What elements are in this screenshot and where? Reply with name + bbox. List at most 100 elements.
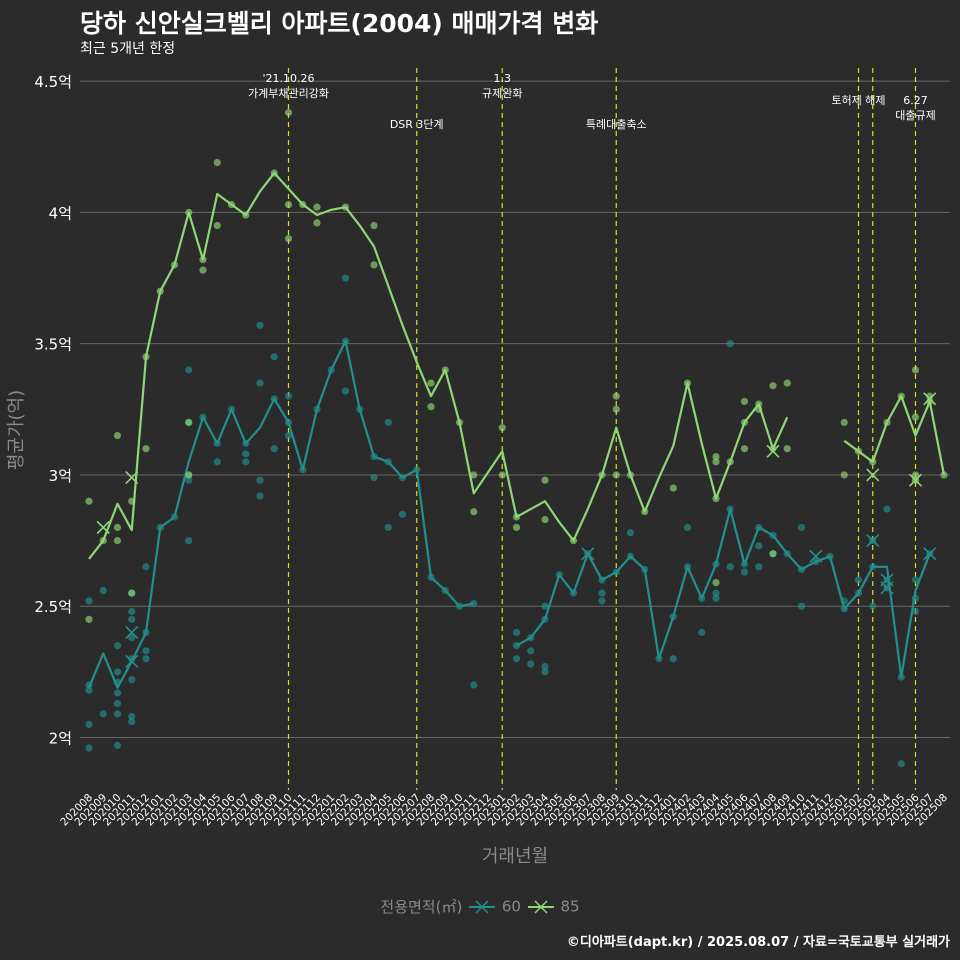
transaction-point-85: [740, 445, 749, 453]
transaction-point-60: [256, 492, 264, 500]
transaction-point-60: [113, 668, 122, 676]
transaction-point-85: [769, 382, 777, 390]
transaction-point-60: [869, 602, 877, 610]
cancelled-marker-60: [125, 654, 139, 668]
transaction-point-60: [128, 676, 136, 684]
transaction-point-60: [598, 589, 606, 597]
transaction-point-85: [284, 200, 293, 209]
transaction-point-60: [128, 615, 136, 623]
transaction-point-60: [854, 576, 863, 584]
transaction-point-85: [213, 158, 221, 167]
transaction-point-85: [313, 203, 321, 211]
transaction-point-85: [85, 615, 93, 623]
transaction-point-60: [512, 628, 521, 637]
cancelled-marker-85: [766, 444, 780, 458]
transaction-point-60: [698, 628, 706, 637]
transaction-point-60: [683, 523, 692, 532]
transaction-point-60: [113, 642, 122, 650]
transaction-point-60: [712, 589, 720, 597]
transaction-point-60: [113, 689, 122, 697]
transaction-point-60: [256, 476, 264, 484]
transaction-point-60: [512, 655, 521, 663]
transaction-point-60: [284, 392, 293, 400]
chart-title: 당하 신안실크벨리 아파트(2004) 매매가격 변화: [80, 9, 599, 38]
legend: 전용면적(㎡) 60 85: [0, 896, 960, 917]
transaction-point-60: [384, 418, 392, 427]
transaction-point-85: [911, 471, 920, 479]
transaction-point-60: [755, 563, 763, 571]
source-caption: ©디아파트(dapt.kr) / 2025.08.07 / 자료=국토교통부 실…: [566, 935, 950, 950]
event-label: '21.10.26 가계부채관리강화: [248, 72, 329, 100]
transaction-point-60: [270, 353, 278, 361]
cancelled-marker-60: [581, 547, 595, 561]
series-line-85: [88, 171, 789, 560]
event-label: 1.3 규제완화: [482, 72, 522, 100]
transaction-point-60: [541, 663, 549, 671]
series-line-60: [87, 339, 474, 689]
chart-subtitle: 최근 5개년 한정: [80, 41, 176, 57]
transaction-point-60: [128, 718, 136, 726]
transaction-point-85: [512, 523, 521, 532]
transaction-point-60: [797, 602, 806, 610]
legend-key-85: [527, 899, 554, 914]
transaction-point-85: [313, 219, 321, 227]
transaction-point-85: [427, 379, 435, 387]
legend-key-60: [469, 899, 496, 914]
transaction-point-60: [541, 602, 549, 610]
transaction-point-85: [185, 418, 193, 427]
y-tick-label: 2.5억: [34, 598, 72, 616]
legend-title: 전용면적(㎡): [380, 898, 463, 916]
event-label: DSR 3단계: [390, 118, 444, 131]
transaction-point-60: [726, 563, 734, 571]
transaction-point-60: [626, 529, 635, 537]
transaction-point-85: [427, 403, 435, 411]
transaction-point-85: [113, 431, 122, 440]
transaction-point-60: [185, 366, 193, 374]
transaction-point-60: [897, 760, 905, 768]
transaction-point-85: [712, 458, 720, 466]
transaction-point-60: [85, 597, 93, 605]
y-axis-title: 평균가(억): [6, 390, 27, 470]
cancelled-marker-85: [125, 471, 139, 485]
transaction-point-85: [911, 366, 920, 374]
series-line-85: [843, 395, 946, 476]
y-tick-label: 4.5억: [34, 73, 72, 91]
transaction-point-60: [398, 510, 407, 518]
transaction-point-85: [712, 452, 720, 461]
transaction-point-60: [85, 720, 93, 728]
transaction-point-60: [883, 505, 891, 513]
transaction-point-60: [185, 536, 193, 545]
transaction-point-60: [142, 563, 150, 571]
transaction-point-85: [783, 379, 791, 387]
transaction-point-85: [470, 508, 478, 516]
transaction-point-60: [669, 655, 677, 663]
transaction-point-60: [384, 523, 392, 532]
transaction-point-60: [341, 274, 350, 282]
transaction-point-85: [612, 392, 620, 400]
transaction-point-60: [256, 321, 264, 329]
transaction-point-60: [911, 607, 920, 616]
cancelled-marker-60: [809, 549, 823, 563]
transaction-point-85: [498, 424, 506, 432]
transaction-point-60: [527, 660, 535, 668]
legend-label-85: 85: [560, 897, 580, 916]
transaction-point-85: [740, 397, 749, 406]
transaction-point-85: [612, 405, 620, 413]
cancelled-marker-60: [923, 547, 937, 561]
cancelled-marker-85: [923, 392, 937, 406]
transaction-point-60: [85, 744, 93, 752]
transaction-point-60: [740, 568, 749, 576]
transaction-point-60: [142, 655, 150, 663]
transaction-point-60: [256, 379, 264, 387]
transaction-point-85: [113, 523, 122, 532]
transaction-point-85: [284, 235, 293, 243]
transaction-point-60: [113, 699, 122, 707]
y-tick-label: 3.5억: [34, 336, 72, 354]
transaction-point-85: [199, 266, 207, 274]
transaction-point-85: [541, 515, 549, 524]
transaction-point-60: [242, 450, 250, 458]
transaction-point-85: [185, 471, 193, 479]
transaction-point-60: [755, 542, 763, 550]
transaction-point-60: [128, 712, 136, 721]
